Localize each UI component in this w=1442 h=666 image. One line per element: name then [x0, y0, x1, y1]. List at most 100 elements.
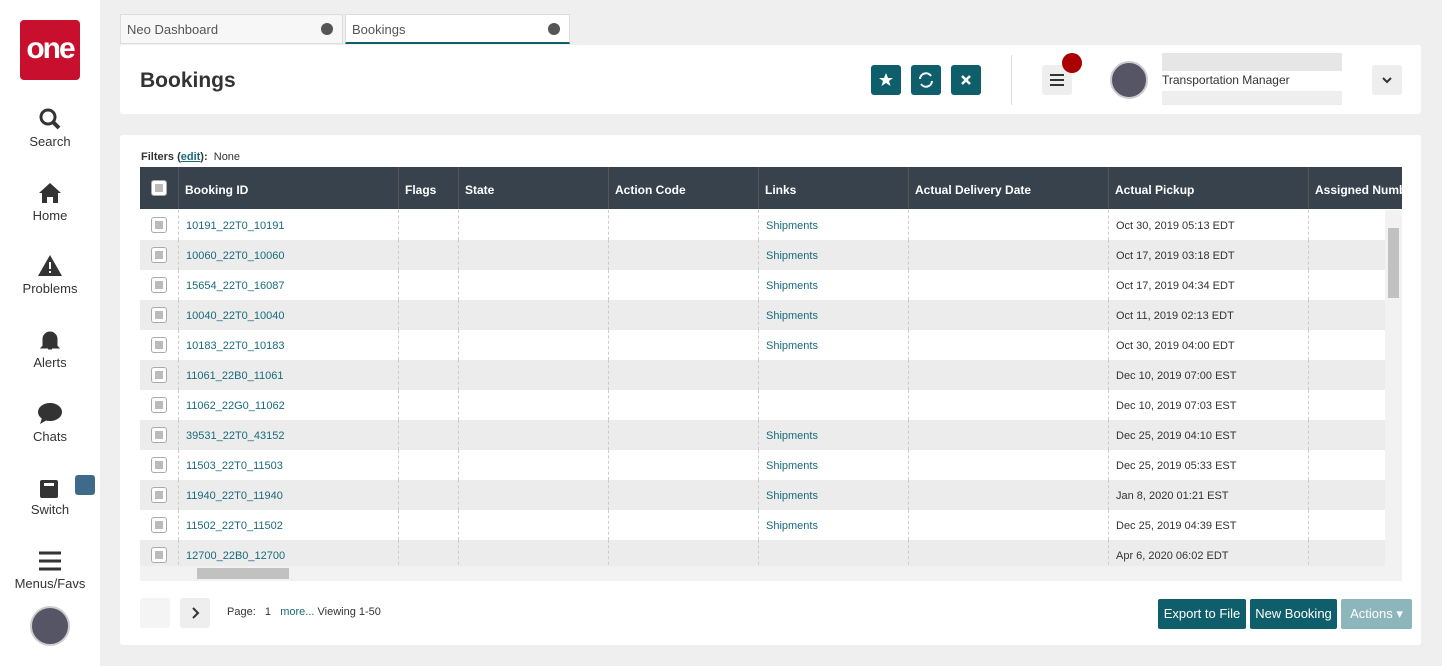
booking-id[interactable]: 11062_22G0_11062	[179, 390, 399, 420]
page-label: Page:	[227, 606, 256, 618]
column-header[interactable]: State	[459, 167, 609, 209]
actual-pickup: Oct 11, 2019 02:13 EDT	[1109, 300, 1309, 330]
booking-id[interactable]: 11940_22T0_11940	[179, 480, 399, 510]
export-button[interactable]: Export to File	[1158, 599, 1246, 629]
column-header[interactable]: Actual Pickup	[1109, 167, 1309, 209]
booking-id[interactable]: 12700_22B0_12700	[179, 540, 399, 570]
nav-item[interactable]: Alerts	[0, 327, 100, 370]
booking-id[interactable]: 10191_22T0_10191	[179, 210, 399, 240]
refresh-button[interactable]	[911, 65, 941, 95]
page-title: Bookings	[140, 69, 236, 92]
links[interactable]: Shipments	[759, 450, 909, 480]
links[interactable]: Shipments	[759, 210, 909, 240]
tab[interactable]: Neo Dashboard	[120, 14, 343, 44]
actual-pickup: Oct 17, 2019 04:34 EDT	[1109, 270, 1309, 300]
empty-cell	[399, 360, 459, 390]
logo[interactable]: one	[20, 20, 80, 80]
empty-cell	[609, 540, 759, 570]
select-cell	[140, 540, 179, 570]
links[interactable]: Shipments	[759, 510, 909, 540]
filters-edit[interactable]: edit	[180, 151, 201, 163]
booking-id[interactable]: 11061_22B0_11061	[179, 360, 399, 390]
select-cell	[140, 480, 179, 510]
links[interactable]: Shipments	[759, 270, 909, 300]
select-cell	[140, 300, 179, 330]
new-booking-button[interactable]: New Booking	[1250, 599, 1337, 629]
close-button[interactable]	[951, 65, 981, 95]
nav-label: Problems	[22, 281, 78, 296]
checkbox[interactable]	[151, 427, 167, 443]
empty-cell	[909, 540, 1109, 570]
empty-cell	[399, 270, 459, 300]
links[interactable]: Shipments	[759, 480, 909, 510]
checkbox[interactable]	[151, 397, 167, 413]
booking-id[interactable]: 10183_22T0_10183	[179, 330, 399, 360]
next-page[interactable]	[180, 598, 210, 628]
booking-id[interactable]: 10040_22T0_10040	[179, 300, 399, 330]
page-number: 1	[264, 606, 272, 618]
checkbox[interactable]	[151, 547, 167, 563]
more-pages[interactable]: more...	[280, 606, 315, 618]
checkbox[interactable]	[151, 217, 167, 233]
checkbox[interactable]	[151, 517, 167, 533]
booking-id[interactable]: 11503_22T0_11503	[179, 450, 399, 480]
actions-label: Actions	[1350, 606, 1393, 621]
favorite-button[interactable]	[871, 65, 901, 95]
checkbox[interactable]	[151, 337, 167, 353]
nav-label: Home	[32, 208, 68, 223]
links[interactable]: Shipments	[759, 330, 909, 360]
vertical-scrollbar[interactable]	[1385, 210, 1402, 566]
nav-item[interactable]: Chats	[0, 401, 100, 444]
checkbox[interactable]	[151, 307, 167, 323]
empty-cell	[399, 330, 459, 360]
nav-item[interactable]: Switch	[0, 474, 100, 517]
nav-item[interactable]: Home	[0, 180, 100, 223]
empty-cell	[909, 390, 1109, 420]
column-header[interactable]: Assigned Number	[1309, 167, 1402, 209]
prev-page[interactable]	[140, 598, 170, 628]
checkbox[interactable]	[151, 277, 167, 293]
select-cell	[140, 240, 179, 270]
user-avatar[interactable]	[1110, 61, 1148, 99]
select-cell	[140, 510, 179, 540]
column-header[interactable]: Flags	[399, 167, 459, 209]
empty-cell	[609, 330, 759, 360]
horizontal-scrollbar[interactable]	[140, 566, 1402, 581]
profile-avatar[interactable]	[30, 606, 70, 646]
tab[interactable]: Bookings	[345, 14, 570, 44]
empty-cell	[459, 210, 609, 240]
checkbox[interactable]	[151, 367, 167, 383]
nav-item[interactable]: Problems	[0, 253, 100, 296]
checkbox[interactable]	[151, 487, 167, 503]
select-cell	[140, 450, 179, 480]
booking-id[interactable]: 15654_22T0_16087	[179, 270, 399, 300]
checkbox[interactable]	[151, 457, 167, 473]
tab-close[interactable]	[321, 23, 333, 35]
tab-close[interactable]	[548, 23, 560, 35]
links[interactable]: Shipments	[759, 240, 909, 270]
filters-value: None	[213, 151, 241, 163]
empty-cell	[459, 510, 609, 540]
empty-cell	[909, 450, 1109, 480]
column-header[interactable]: Action Code	[609, 167, 759, 209]
empty-cell	[609, 270, 759, 300]
booking-id[interactable]: 39531_22T0_43152	[179, 420, 399, 450]
checkbox[interactable]	[151, 180, 167, 196]
checkbox[interactable]	[151, 247, 167, 263]
booking-id[interactable]: 10060_22T0_10060	[179, 240, 399, 270]
links[interactable]: Shipments	[759, 420, 909, 450]
links[interactable]: Shipments	[759, 300, 909, 330]
nav-label: Alerts	[33, 355, 67, 370]
booking-id[interactable]: 11502_22T0_11502	[179, 510, 399, 540]
nav-item[interactable]: Menus/Favs	[0, 548, 100, 591]
column-header[interactable]: Booking ID	[179, 167, 399, 209]
column-header[interactable]: Links	[759, 167, 909, 209]
empty-cell	[609, 210, 759, 240]
actions-button[interactable]: Actions ▾	[1341, 599, 1412, 629]
empty-cell	[399, 420, 459, 450]
table: Booking ID Flags State Action Code Links Actu…	[140, 0, 1402, 580]
empty-cell	[459, 300, 609, 330]
column-header[interactable]: Actual Delivery Date	[909, 167, 1109, 209]
nav-item[interactable]: Search	[0, 106, 100, 149]
user-dropdown[interactable]	[1372, 65, 1402, 95]
